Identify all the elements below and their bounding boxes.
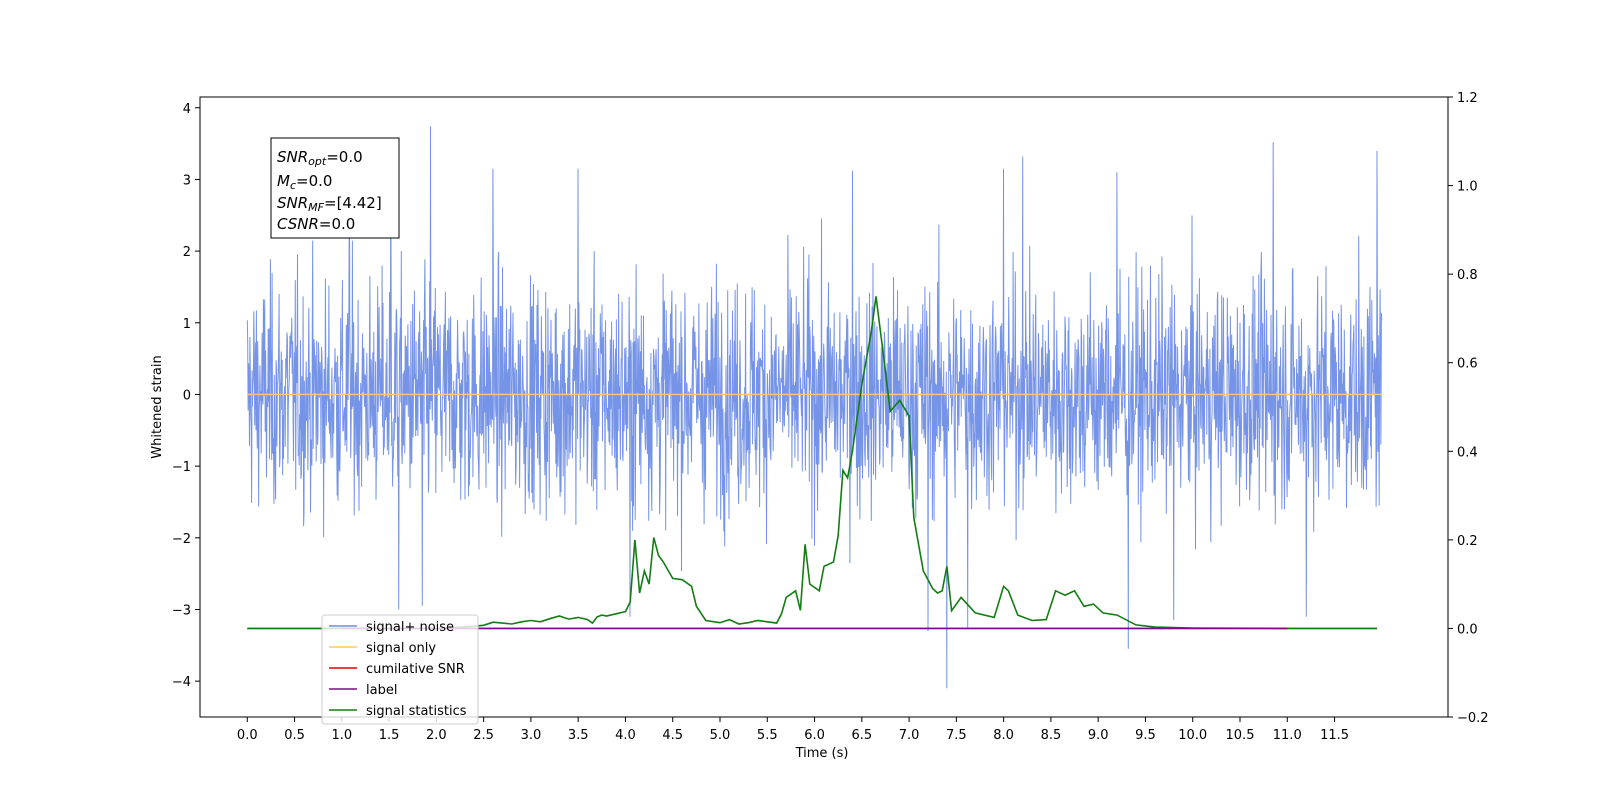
y2-tick-label: 0.2 — [1457, 534, 1478, 549]
x-tick-label: 10.5 — [1226, 728, 1255, 743]
x-tick-label: 4.5 — [662, 728, 683, 743]
x-tick-label: 1.5 — [379, 728, 400, 743]
y2-tick-label: 0.4 — [1457, 445, 1478, 460]
stat-snr-opt: SNRopt=0.0 — [277, 148, 363, 168]
plot-frame — [199, 96, 1449, 718]
x-tick-label: 3.0 — [521, 728, 542, 743]
legend-label-signal-statistics: signal statistics — [366, 704, 467, 719]
x-tick-label: 9.0 — [1088, 728, 1109, 743]
legend-label-signal-noise: signal+ noise — [366, 620, 454, 635]
legend-label-signal-only: signal only — [366, 641, 436, 656]
x-tick-label: 5.5 — [757, 728, 778, 743]
x-axis-label: Time (s) — [795, 746, 849, 761]
x-tick-label: 4.0 — [615, 728, 636, 743]
x-tick-label: 1.0 — [331, 728, 352, 743]
y-tick-label: 2 — [183, 245, 191, 260]
y-tick-label: −3 — [172, 603, 191, 618]
y-axis-label: Whitened strain — [150, 355, 165, 458]
y-tick-label: 0 — [183, 388, 191, 403]
x-tick-label: 11.0 — [1273, 728, 1302, 743]
stat-csnr: CSNR=0.0 — [277, 215, 355, 233]
x-tick-label: 8.5 — [1041, 728, 1062, 743]
x-tick-label: 6.5 — [851, 728, 872, 743]
legend: signal+ noise signal only cumilative SNR… — [321, 614, 479, 725]
y-tick-label: 1 — [183, 317, 191, 332]
x-tick-label: 7.0 — [899, 728, 920, 743]
stat-chirp-mass: Mc=0.0 — [277, 172, 332, 192]
y-tick-label: 3 — [183, 173, 191, 188]
y-tick-label: 4 — [183, 102, 191, 117]
y2-tick-label: 1.2 — [1457, 91, 1478, 106]
x-tick-label: 9.5 — [1135, 728, 1156, 743]
y2-tick-label: 0.6 — [1457, 357, 1478, 372]
y-tick-label: −2 — [172, 532, 191, 547]
stat-snr-mf: SNRMF=[4.42] — [277, 194, 382, 214]
x-tick-label: 6.0 — [804, 728, 825, 743]
x-tick-label: 7.5 — [946, 728, 967, 743]
y2-tick-label: 0.0 — [1457, 622, 1478, 637]
stats-box-frame — [270, 137, 400, 239]
x-tick-label: 5.0 — [710, 728, 731, 743]
x-tick-label: 11.5 — [1320, 728, 1349, 743]
legend-label-label: label — [366, 683, 397, 698]
series-signal-noise — [246, 126, 1383, 689]
x-tick-label: 2.0 — [426, 728, 447, 743]
stats-box: SNRopt=0.0 Mc=0.0 SNRMF=[4.42] CSNR=0.0 — [270, 137, 400, 239]
legend-label-cumulative-snr: cumilative SNR — [366, 662, 465, 677]
x-tick-label: 0.0 — [237, 728, 258, 743]
y2-tick-label: 0.8 — [1457, 268, 1478, 283]
y2-tick-label: −0.2 — [1457, 711, 1489, 726]
x-tick-label: 0.5 — [284, 728, 305, 743]
y-tick-label: −1 — [172, 460, 191, 475]
noise-series — [246, 126, 1383, 689]
x-tick-label: 10.0 — [1178, 728, 1207, 743]
y-tick-label: −4 — [172, 675, 191, 690]
x-axis: 0.0 0.5 1.0 1.5 2.0 2.5 3.0 3.5 4.0 4.5 5.0 5.5 6.0 6… — [237, 717, 1349, 743]
x-tick-label: 2.5 — [473, 728, 494, 743]
series-signal-statistics — [247, 296, 1378, 630]
y-axis-right: 1.2 1.0 0.8 0.6 0.4 0.2 0.0 −0.2 — [1448, 91, 1489, 726]
x-tick-label: 3.5 — [568, 728, 589, 743]
legend-frame — [321, 614, 479, 725]
y2-tick-label: 1.0 — [1457, 180, 1478, 195]
y-axis-left: 4 3 2 1 0 −1 −2 −3 −4 — [172, 102, 200, 690]
x-tick-label: 8.0 — [993, 728, 1014, 743]
